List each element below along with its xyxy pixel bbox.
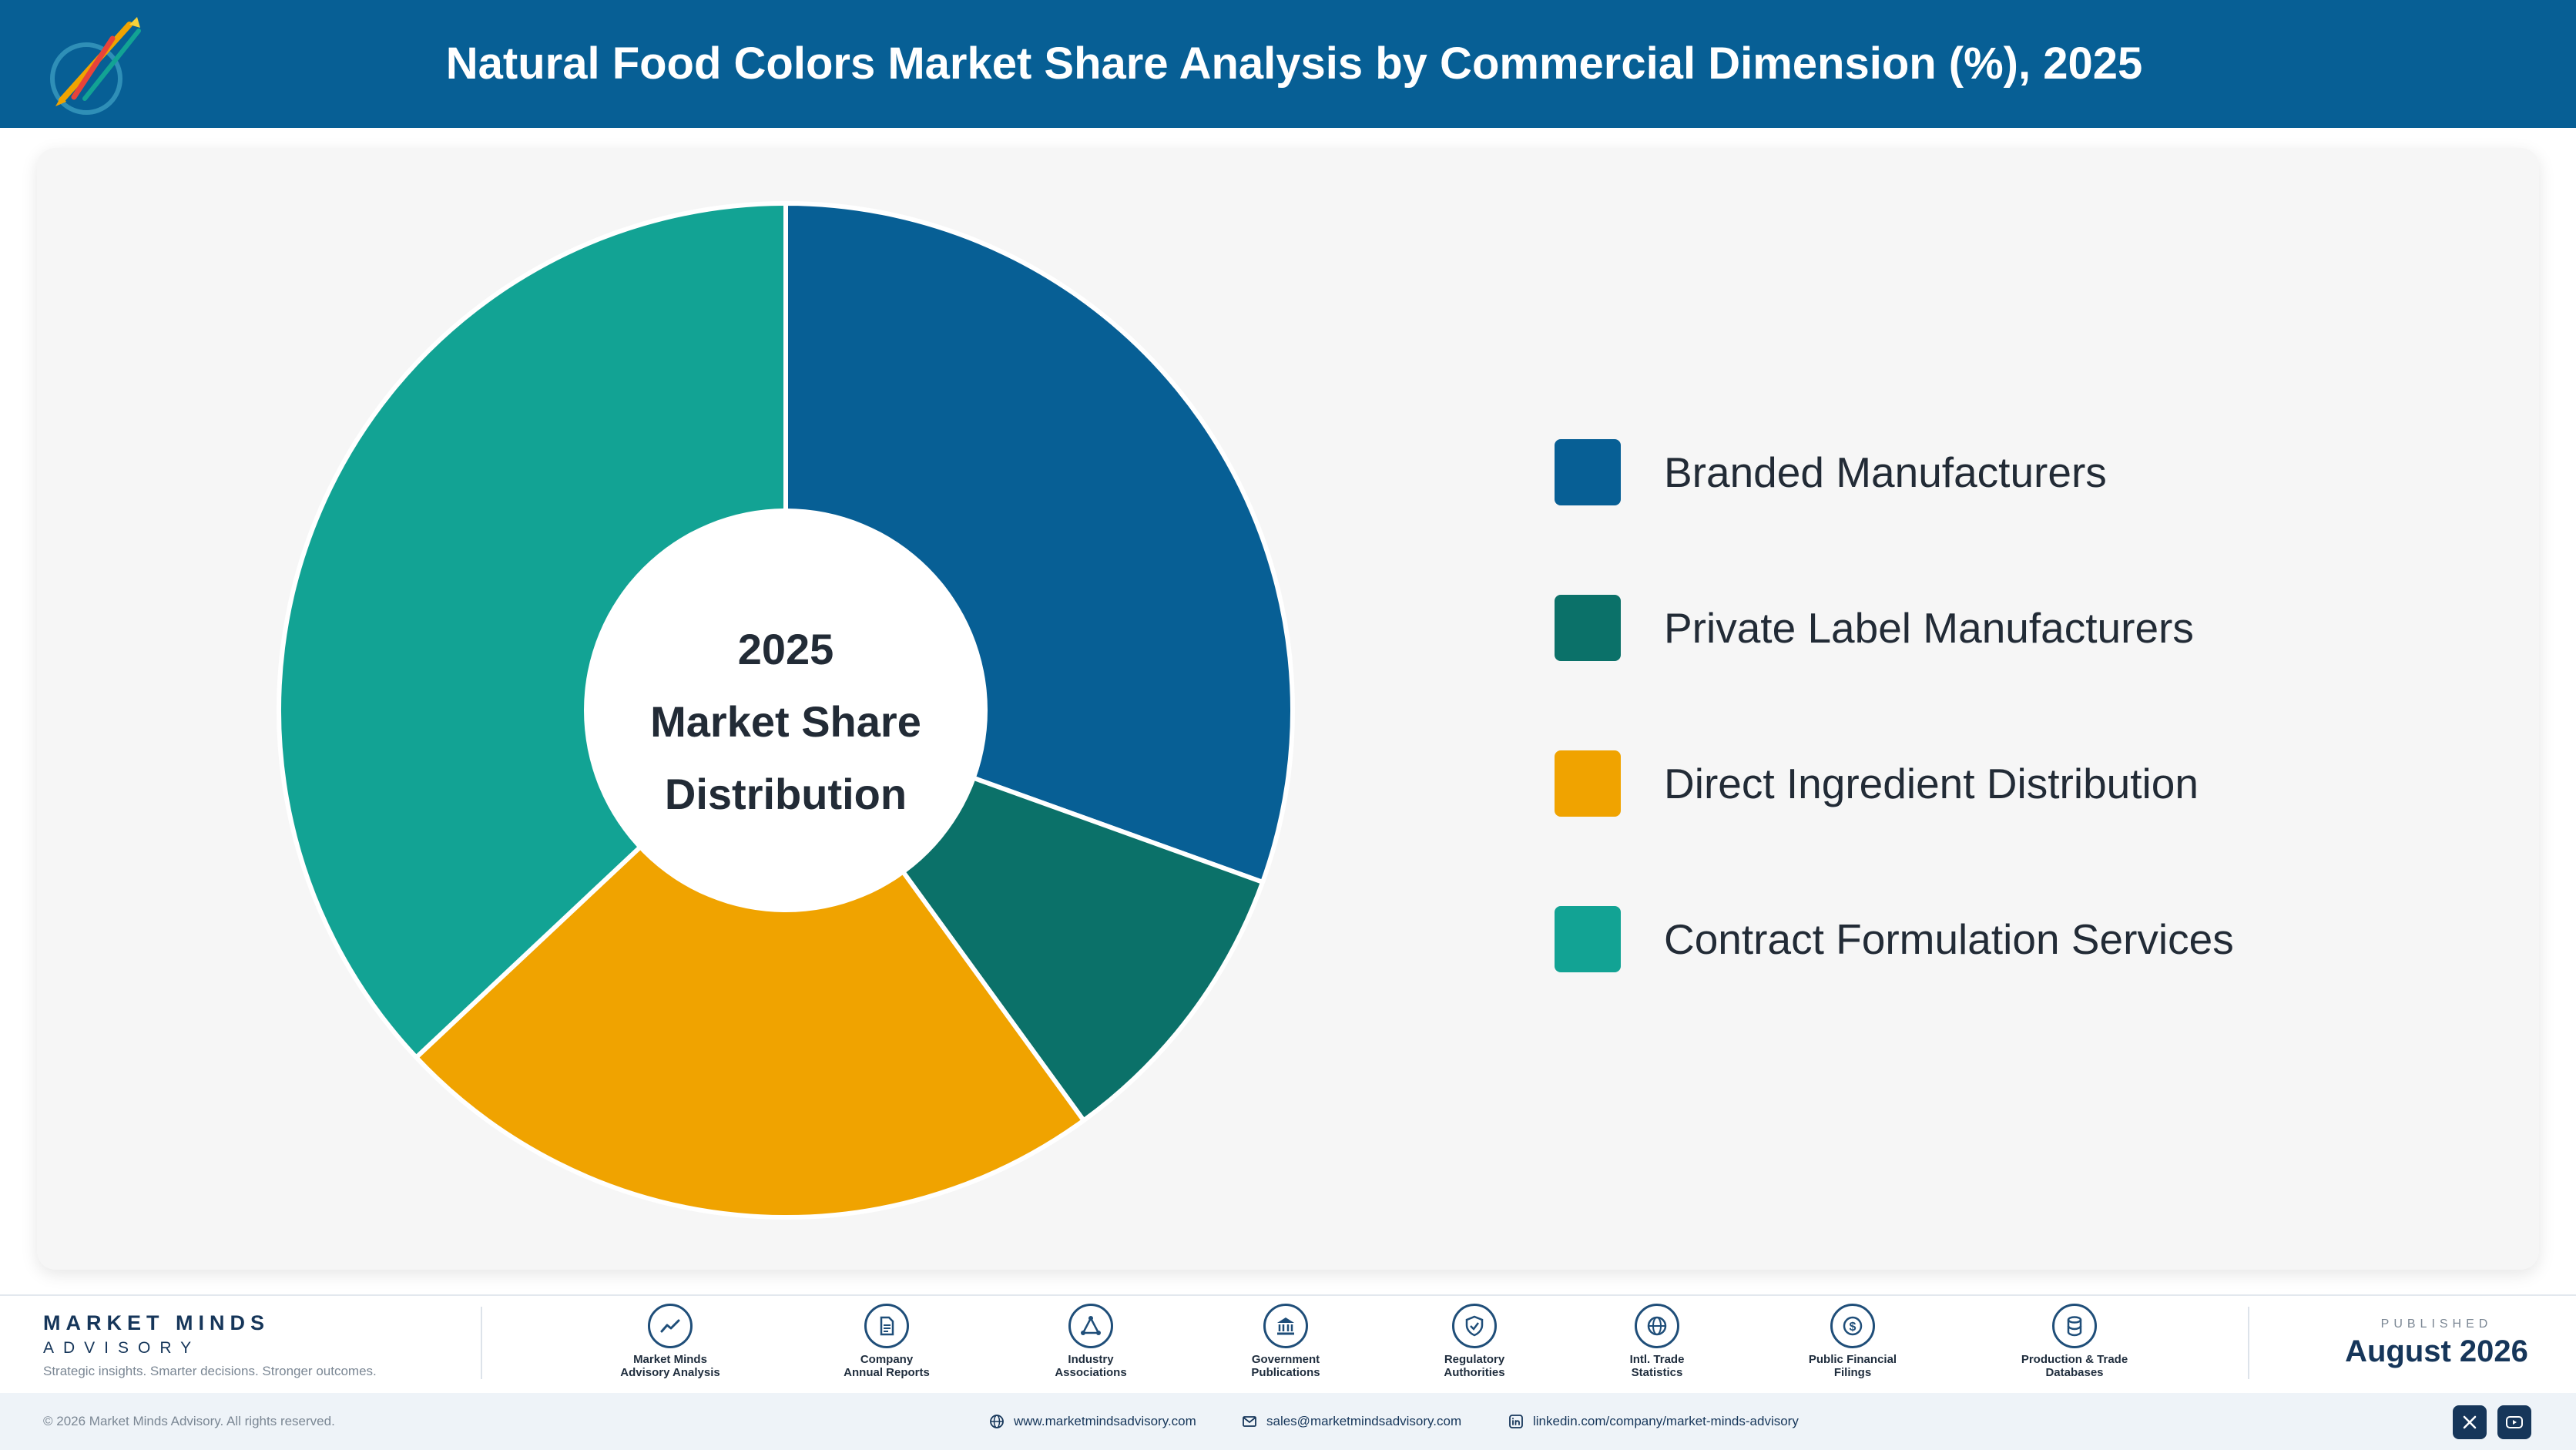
footer-divider bbox=[481, 1307, 482, 1379]
donut-slice-4[interactable] bbox=[277, 201, 788, 1060]
legend-item[interactable]: Contract Formulation Services bbox=[1555, 906, 2402, 1062]
x-icon[interactable] bbox=[2453, 1405, 2487, 1439]
brand-name: MARKET MINDS bbox=[43, 1311, 270, 1334]
header-bar: Natural Food Colors Market Share Analysi… bbox=[0, 0, 2576, 128]
document-icon bbox=[864, 1304, 909, 1348]
center-label-line-3: Distribution bbox=[665, 770, 907, 818]
source-item[interactable]: Market Minds Advisory Analysis bbox=[585, 1304, 755, 1379]
email-text: sales@marketmindsadvisory.com bbox=[1266, 1414, 1462, 1428]
center-label-line-1: 2025 bbox=[738, 625, 834, 673]
legend-label: Contract Formulation Services bbox=[1664, 915, 2234, 963]
linkedin-icon bbox=[1509, 1415, 1523, 1428]
market-minds-logo-icon[interactable] bbox=[39, 8, 154, 122]
source-label: Intl. Trade Statistics bbox=[1629, 1353, 1685, 1379]
mail-icon bbox=[1243, 1416, 1256, 1427]
source-label: Production & Trade Databases bbox=[2021, 1353, 2128, 1379]
donut-slices bbox=[277, 201, 1295, 1220]
donut-slice-3[interactable] bbox=[414, 708, 1086, 1220]
svg-text:$: $ bbox=[1850, 1321, 1857, 1334]
shield-check-icon bbox=[1452, 1304, 1497, 1348]
footer-divider bbox=[2248, 1307, 2249, 1379]
legend-label: Direct Ingredient Distribution bbox=[1664, 760, 2199, 807]
donut-chart: 2025 Market Share Distribution bbox=[277, 201, 1295, 1220]
source-item[interactable]: Intl. Trade Statistics bbox=[1572, 1304, 1742, 1379]
center-label-line-2: Market Share bbox=[650, 697, 921, 746]
copyright-text: © 2026 Market Minds Advisory. All rights… bbox=[43, 1414, 335, 1428]
chart-legend: Branded Manufacturers Private Label Manu… bbox=[1555, 439, 2402, 1062]
legend-item[interactable]: Direct Ingredient Distribution bbox=[1555, 750, 2402, 906]
legend-item[interactable]: Branded Manufacturers bbox=[1555, 439, 2402, 595]
source-label: Regulatory Authorities bbox=[1444, 1353, 1505, 1379]
source-item[interactable]: Production & Trade Databases bbox=[1990, 1304, 2159, 1379]
source-item[interactable]: Regulatory Authorities bbox=[1390, 1304, 1559, 1379]
bottom-bar: © 2026 Market Minds Advisory. All rights… bbox=[0, 1393, 2576, 1450]
source-item[interactable]: Government Publications bbox=[1201, 1304, 1370, 1379]
network-icon bbox=[1068, 1304, 1113, 1348]
youtube-icon[interactable] bbox=[2497, 1405, 2531, 1439]
published-label: PUBLISHED bbox=[2380, 1317, 2493, 1331]
email-link[interactable]: sales@marketmindsadvisory.com bbox=[1242, 1393, 1461, 1450]
legend-swatch bbox=[1555, 906, 1621, 972]
page-title: Natural Food Colors Market Share Analysi… bbox=[445, 39, 2143, 89]
database-icon bbox=[2052, 1304, 2097, 1348]
source-item[interactable]: Industry Associations bbox=[1006, 1304, 1176, 1379]
website-text: www.marketmindsadvisory.com bbox=[1014, 1414, 1196, 1428]
legend-swatch bbox=[1555, 750, 1621, 817]
source-label: Public Financial Filings bbox=[1808, 1353, 1897, 1379]
legend-swatch bbox=[1555, 595, 1621, 661]
linkedin-text: linkedin.com/company/market-minds-adviso… bbox=[1533, 1414, 1799, 1428]
source-label: Industry Associations bbox=[1055, 1353, 1127, 1379]
legend-label: Private Label Manufacturers bbox=[1664, 604, 2194, 652]
globe-icon bbox=[990, 1415, 1004, 1428]
trend-chart-icon bbox=[648, 1304, 693, 1348]
source-label: Company Annual Reports bbox=[844, 1353, 930, 1379]
legend-label: Branded Manufacturers bbox=[1664, 448, 2107, 496]
website-link[interactable]: www.marketmindsadvisory.com bbox=[989, 1393, 1196, 1450]
linkedin-link[interactable]: linkedin.com/company/market-minds-adviso… bbox=[1508, 1393, 1799, 1450]
source-label: Government Publications bbox=[1251, 1353, 1320, 1379]
dollar-coin-icon: $ bbox=[1830, 1304, 1875, 1348]
source-label: Market Minds Advisory Analysis bbox=[620, 1353, 720, 1379]
source-item[interactable]: $ Public Financial Filings bbox=[1768, 1304, 1937, 1379]
brand-tagline: Strategic insights. Smarter decisions. S… bbox=[43, 1364, 377, 1378]
government-building-icon bbox=[1263, 1304, 1308, 1348]
donut-hole bbox=[584, 509, 988, 912]
legend-item[interactable]: Private Label Manufacturers bbox=[1555, 595, 2402, 750]
source-item[interactable]: Company Annual Reports bbox=[802, 1304, 971, 1379]
brand-subtitle: ADVISORY bbox=[43, 1339, 201, 1357]
globe-icon bbox=[1635, 1304, 1679, 1348]
legend-swatch bbox=[1555, 439, 1621, 505]
published-date: August 2026 bbox=[2345, 1334, 2528, 1368]
